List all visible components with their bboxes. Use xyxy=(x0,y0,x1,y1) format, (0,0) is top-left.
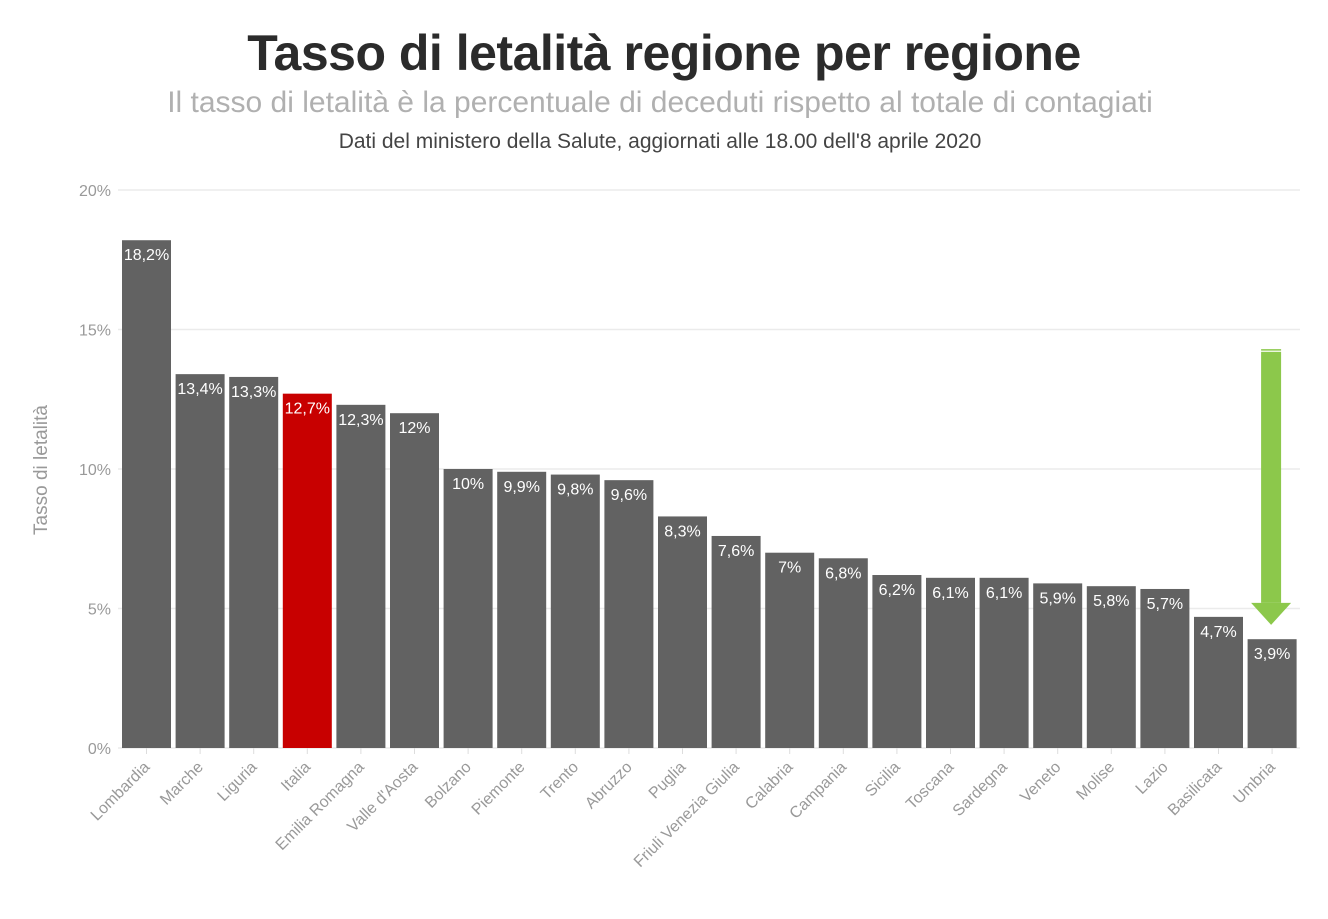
data-label: 12% xyxy=(398,420,430,437)
bar xyxy=(818,558,868,748)
bar xyxy=(926,577,975,748)
data-label: 12,7% xyxy=(285,401,330,418)
x-tick-label: Friuli Venezia Giulia xyxy=(631,759,743,871)
data-label: 7% xyxy=(778,560,801,577)
bar xyxy=(1086,586,1136,748)
x-tick-label: Veneto xyxy=(1017,759,1064,806)
bar xyxy=(1194,616,1243,748)
bar xyxy=(336,404,386,748)
x-tick-label: Liguria xyxy=(215,759,261,805)
data-label: 7,6% xyxy=(718,543,754,560)
arrow-head-icon xyxy=(1251,602,1292,625)
data-label: 18,2% xyxy=(124,247,169,264)
chart-subtitle: Il tasso di letalità è la percentuale di… xyxy=(167,86,1153,119)
data-label: 9,9% xyxy=(503,479,539,496)
bar xyxy=(1140,588,1190,748)
x-tick-label: Umbria xyxy=(1230,759,1279,808)
data-label: 9,8% xyxy=(557,482,593,499)
bar xyxy=(443,469,493,748)
data-label: 13,3% xyxy=(231,384,276,401)
bar xyxy=(872,575,922,748)
bar xyxy=(550,474,600,748)
x-tick-label: Trento xyxy=(538,759,582,803)
data-label: 6,2% xyxy=(879,582,915,599)
bar xyxy=(711,535,761,748)
bar xyxy=(604,480,654,748)
bar xyxy=(175,374,225,748)
data-label: 5,7% xyxy=(1147,596,1183,613)
data-label: 6,1% xyxy=(986,585,1022,602)
x-tick-label: Sardegna xyxy=(950,759,1011,820)
data-label: 4,7% xyxy=(1200,624,1236,641)
bar xyxy=(1247,639,1297,748)
data-label: 8,3% xyxy=(664,523,700,540)
data-label: 5,8% xyxy=(1093,593,1129,610)
x-tick-label: Campania xyxy=(787,759,851,823)
x-tick-label: Calabria xyxy=(742,759,796,813)
x-tick-label: Marche xyxy=(157,759,207,809)
x-tick-label: Lazio xyxy=(1133,759,1172,798)
x-tick-label: Italia xyxy=(278,759,314,795)
bar xyxy=(229,376,279,748)
bar xyxy=(390,413,439,748)
bar xyxy=(765,552,815,748)
y-tick-label: 5% xyxy=(88,602,111,619)
x-tick-label: Basilicata xyxy=(1165,759,1226,820)
data-label: 5,9% xyxy=(1039,590,1075,607)
bar xyxy=(497,471,547,748)
y-axis-label: Tasso di letalità xyxy=(31,405,52,535)
x-tick-label: Sicilia xyxy=(862,759,904,801)
bar xyxy=(658,516,707,748)
x-tick-label: Puglia xyxy=(646,759,690,803)
chart-title: Tasso di letalità regione per regione xyxy=(247,25,1081,81)
bar xyxy=(122,240,171,748)
data-label: 6,8% xyxy=(825,565,861,582)
data-label: 9,6% xyxy=(611,487,647,504)
y-tick-label: 15% xyxy=(79,323,111,340)
chart-source: Dati del ministero della Salute, aggiorn… xyxy=(338,130,982,153)
x-tick-label: Lombardia xyxy=(88,759,154,825)
data-label: 3,9% xyxy=(1254,646,1290,663)
data-label: 13,4% xyxy=(177,381,222,398)
x-tick-label: Toscana xyxy=(903,759,957,813)
x-tick-label: Piemonte xyxy=(469,759,529,819)
data-label: 12,3% xyxy=(338,412,383,429)
x-tick-label: Bolzano xyxy=(422,759,475,812)
bar xyxy=(282,393,332,748)
arrow-shaft xyxy=(1261,351,1282,603)
bar xyxy=(979,577,1029,748)
data-label: 10% xyxy=(452,476,484,493)
y-tick-label: 0% xyxy=(88,741,111,758)
x-tick-label: Molise xyxy=(1073,759,1118,804)
x-tick-label: Abruzzo xyxy=(582,759,636,813)
data-label: 6,1% xyxy=(932,585,968,602)
y-tick-label: 10% xyxy=(79,462,111,479)
y-tick-label: 20% xyxy=(79,183,111,200)
bar xyxy=(1033,583,1083,748)
